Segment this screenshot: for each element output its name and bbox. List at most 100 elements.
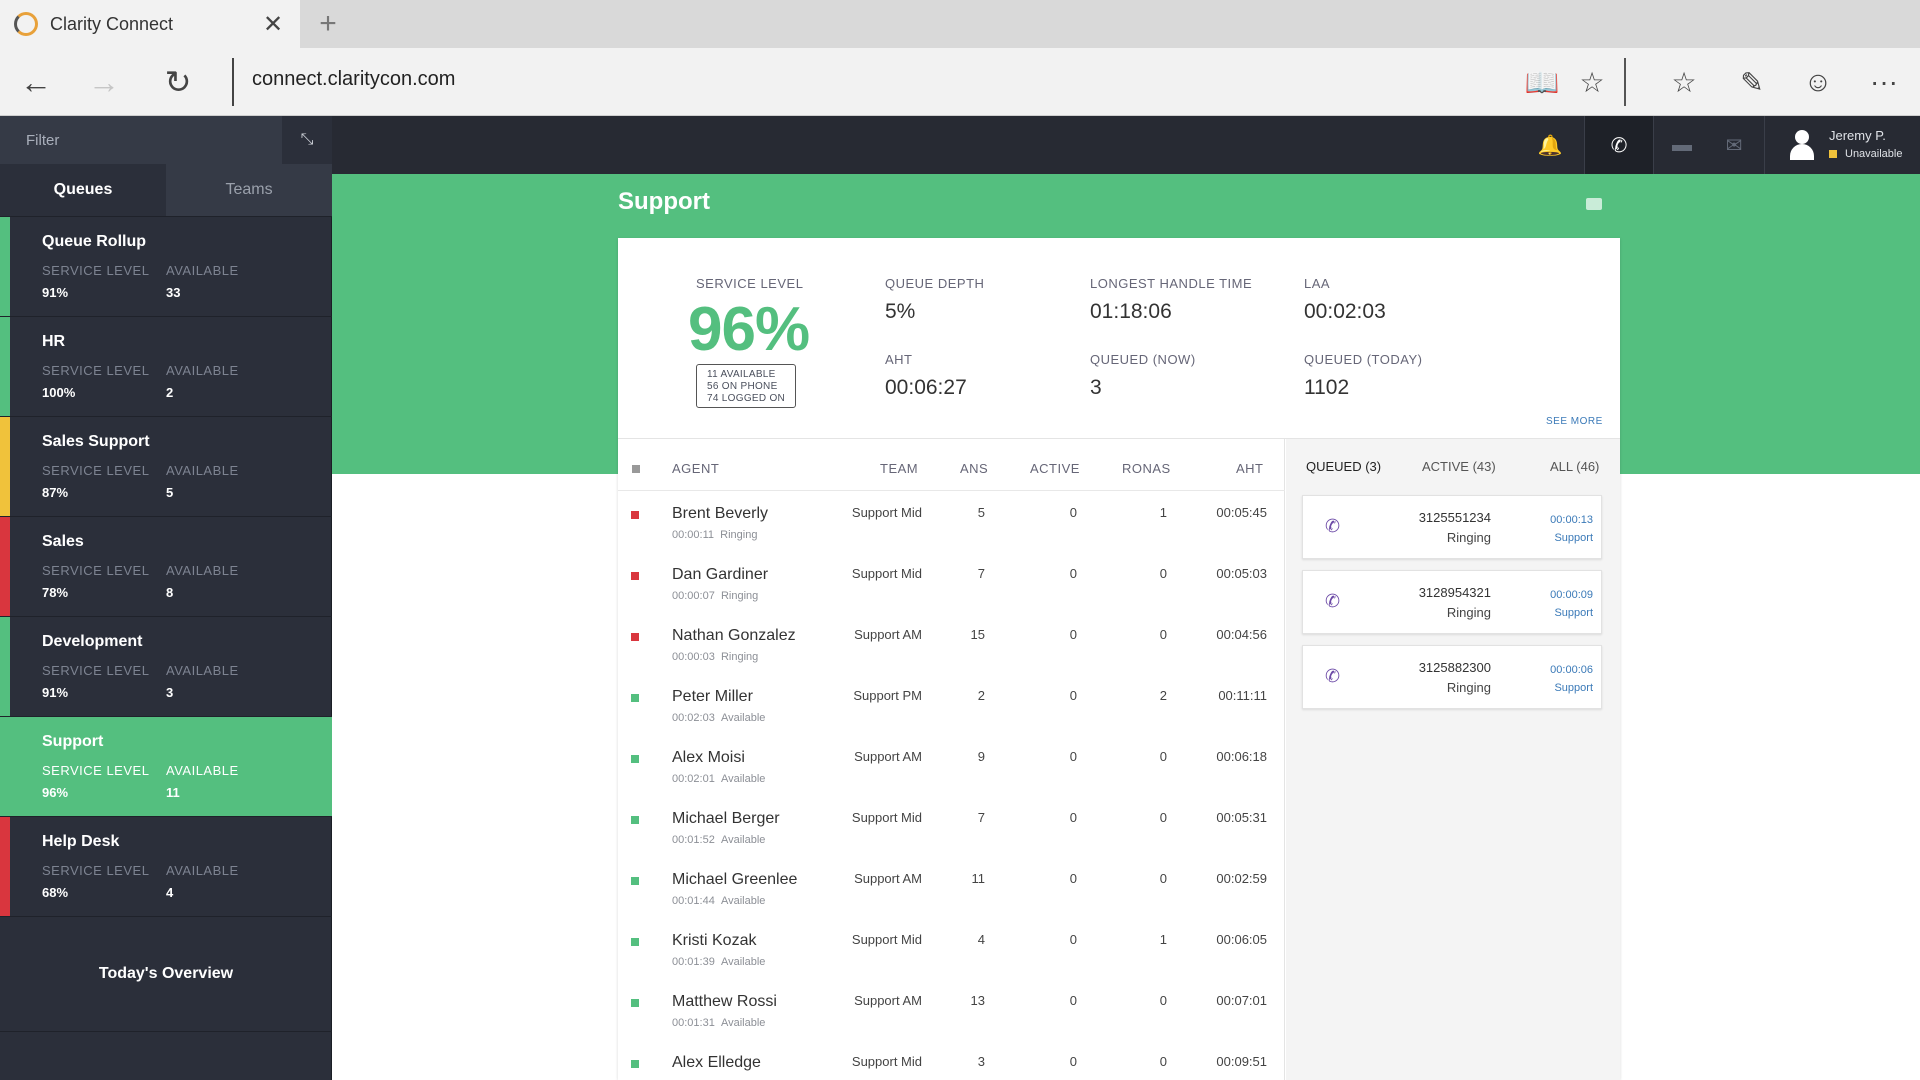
agents-table-header: AGENT TEAM ANS ACTIVE RONAS AHT	[618, 439, 1285, 491]
agent-state: 00:02:03 Available	[672, 712, 766, 724]
queue-service-level: 91%	[42, 285, 69, 300]
more-icon[interactable]: ···	[1870, 66, 1898, 97]
available-label: AVAILABLE	[166, 463, 239, 478]
table-row[interactable]: Dan Gardiner 00:00:07 Ringing Support Mid 7…	[618, 552, 1285, 613]
forward-icon[interactable]: →	[88, 63, 120, 100]
feedback-smiley-icon[interactable]: ☺	[1803, 66, 1833, 97]
agent-active: 0	[1069, 566, 1077, 581]
table-row[interactable]: Nathan Gonzalez 00:00:03 Ringing Support A…	[618, 613, 1285, 674]
agent-ans: 5	[977, 505, 985, 520]
queued-call-card[interactable]: ✆ 3128954321 Ringing 00:00:09 Support	[1302, 570, 1602, 634]
email-icon[interactable]: ✉	[1725, 134, 1743, 157]
call-state: Ringing	[1446, 530, 1491, 545]
phone-icon[interactable]: ✆	[1584, 116, 1654, 174]
agent-ronas: 0	[1159, 810, 1167, 825]
url-field[interactable]: connect.claritycon.com	[252, 68, 456, 90]
col-team[interactable]: TEAM	[880, 461, 919, 476]
sidebar-item-queue[interactable]: Sales SERVICE LEVEL AVAILABLE 78% 8	[0, 516, 332, 616]
service-level-label: SERVICE LEVEL	[42, 463, 150, 478]
caller-number: 3125551234	[1418, 510, 1491, 525]
phone-icon: ✆	[1325, 591, 1341, 611]
caller-number: 3128954321	[1418, 585, 1491, 600]
table-row[interactable]: Michael Berger 00:01:52 Available Support …	[618, 796, 1285, 857]
agent-ans: 11	[971, 871, 986, 886]
table-row[interactable]: Peter Miller 00:02:03 Available Support PM…	[618, 674, 1285, 735]
col-agent[interactable]: AGENT	[672, 461, 720, 476]
notification-icon[interactable]: 🔔	[1537, 134, 1563, 157]
agent-name: Peter Miller	[672, 688, 753, 705]
agent-team: Support AM	[854, 627, 922, 642]
agent-ronas: 0	[1159, 566, 1167, 581]
col-aht[interactable]: AHT	[1236, 461, 1264, 476]
filter-input[interactable]: Filter	[26, 132, 60, 149]
back-icon[interactable]: ←	[20, 63, 52, 100]
browser-tab[interactable]: Clarity Connect ✕	[0, 0, 300, 48]
tab-teams[interactable]: Teams	[166, 164, 332, 216]
available-label: AVAILABLE	[166, 763, 239, 778]
table-row[interactable]: Michael Greenlee 00:01:44 Available Suppor…	[618, 857, 1285, 918]
service-level-label: SERVICE LEVEL	[42, 363, 150, 378]
popout-icon[interactable]	[1586, 198, 1602, 210]
user-menu[interactable]: Jeremy P. Unavailable	[1764, 116, 1920, 174]
col-active[interactable]: ACTIVE	[1030, 461, 1080, 476]
agent-state: 00:01:31 Available	[672, 1017, 766, 1029]
user-name: Jeremy P.	[1829, 128, 1886, 143]
new-tab-icon[interactable]: +	[319, 7, 337, 40]
agent-aht: 00:06:05	[1216, 932, 1267, 947]
refresh-icon[interactable]: ↻	[164, 64, 192, 100]
queue-available: 8	[166, 585, 174, 600]
tab-queued[interactable]: QUEUED (3)	[1306, 459, 1382, 474]
col-ronas[interactable]: RONAS	[1122, 461, 1171, 476]
agent-state: 00:00:07 Ringing	[672, 590, 759, 602]
see-more-link[interactable]: SEE MORE	[1546, 416, 1603, 427]
service-level-value: 96%	[688, 295, 810, 364]
table-row[interactable]: Kristi Kozak 00:01:39 Available Support Mi…	[618, 918, 1285, 979]
agent-team: Support Mid	[851, 505, 922, 520]
queue-name: Sales Support	[42, 433, 150, 450]
table-row[interactable]: Matthew Rossi 00:01:31 Available Support A…	[618, 979, 1285, 1040]
sidebar-item-queue[interactable]: Queue Rollup SERVICE LEVEL AVAILABLE 91% 33	[0, 216, 332, 316]
agent-state: 00:01:52 Available	[672, 834, 766, 846]
table-row[interactable]: Alex Elledge Support Mid 3 0 0 00:09:51	[618, 1040, 1285, 1080]
top-nav: 🔔 ✆ ▬ ✉ Jeremy P. Unavailable	[332, 116, 1920, 174]
call-state: Ringing	[1446, 605, 1491, 620]
sidebar-item-queue[interactable]: HR SERVICE LEVEL AVAILABLE 100% 2	[0, 316, 332, 416]
queued-call-card[interactable]: ✆ 3125882300 Ringing 00:00:06 Support	[1302, 645, 1602, 709]
expand-icon[interactable]: ⤡	[282, 116, 332, 164]
toolbar-separator	[1624, 58, 1626, 106]
web-note-icon[interactable]: ✎	[1740, 66, 1764, 98]
favorite-star-icon[interactable]: ☆	[1579, 66, 1605, 98]
tab-all[interactable]: ALL (46)	[1550, 459, 1600, 474]
app: Filter ⤡ Queues Teams Queue Rollup SERVIC…	[0, 116, 1920, 1080]
queued-now-label: QUEUED (NOW)	[1090, 352, 1196, 367]
address-separator	[232, 58, 234, 106]
tab-active[interactable]: ACTIVE (43)	[1422, 459, 1496, 474]
tab-queues[interactable]: Queues	[0, 164, 166, 216]
agent-status-icon	[631, 511, 639, 519]
table-row[interactable]: Alex Moisi 00:02:01 Available Support AM 9 0…	[618, 735, 1285, 796]
close-tab-icon[interactable]: ✕	[262, 10, 284, 38]
sidebar-item-queue[interactable]: Development SERVICE LEVEL AVAILABLE 91% 3	[0, 616, 332, 716]
sidebar-item-queue[interactable]: Support SERVICE LEVEL AVAILABLE 96% 11	[0, 716, 332, 816]
todays-overview-button[interactable]: Today's Overview	[0, 916, 332, 1032]
call-wait-time: 00:00:13	[1550, 514, 1593, 526]
queue-status-bar	[0, 417, 10, 516]
reading-view-icon[interactable]: 📖	[1524, 66, 1560, 98]
sidebar: Filter ⤡ Queues Teams Queue Rollup SERVIC…	[0, 116, 332, 1080]
agent-ans: 7	[977, 566, 985, 581]
sidebar-item-queue[interactable]: Help Desk SERVICE LEVEL AVAILABLE 68% 4	[0, 816, 332, 916]
queued-call-card[interactable]: ✆ 3125551234 Ringing 00:00:13 Support	[1302, 495, 1602, 559]
queue-detail-card: SERVICE LEVEL 96% 11 AVAILABLE 56 ON PHO…	[618, 238, 1620, 1080]
table-row[interactable]: Brent Beverly 00:00:11 Ringing Support Mid…	[618, 491, 1285, 552]
queue-name: Support	[42, 733, 104, 750]
agent-team: Support AM	[854, 871, 922, 886]
sidebar-item-queue[interactable]: Sales Support SERVICE LEVEL AVAILABLE 87% 5	[0, 416, 332, 516]
queue-available: 2	[166, 385, 174, 400]
agent-aht: 00:05:45	[1216, 505, 1267, 520]
queue-status-bar	[0, 217, 10, 316]
chat-icon[interactable]: ▬	[1672, 133, 1692, 156]
hub-icon[interactable]: ☆	[1671, 66, 1697, 98]
col-ans[interactable]: ANS	[960, 461, 989, 476]
agent-active: 0	[1069, 505, 1077, 520]
caller-number: 3125882300	[1418, 660, 1491, 675]
